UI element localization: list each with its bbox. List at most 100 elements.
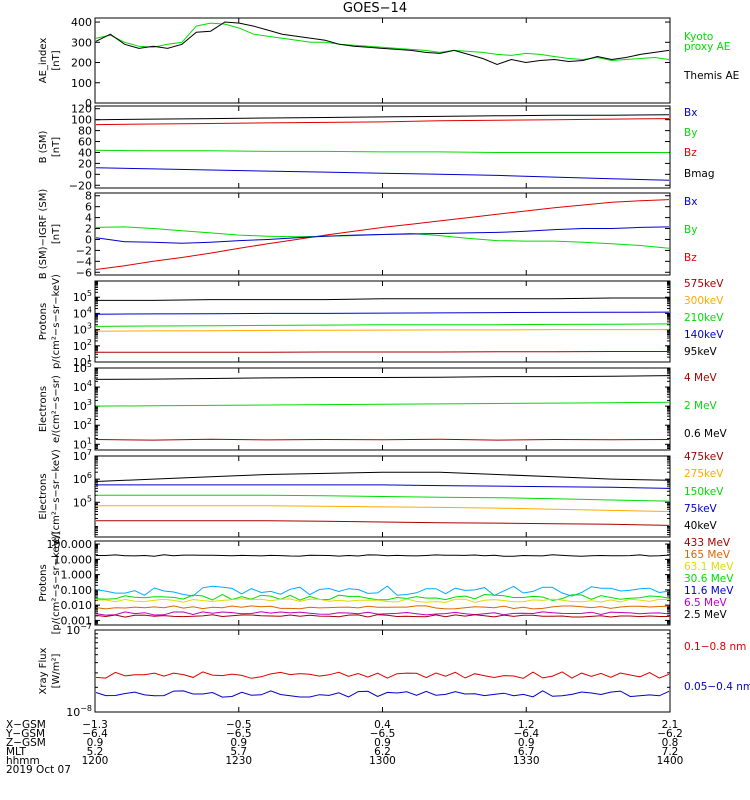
series-line [95, 605, 670, 610]
y-tick-label: 105 [73, 360, 92, 375]
table-cell: −6.5 [226, 728, 252, 740]
series-line [95, 401, 670, 407]
y-tick-label: 0 [85, 233, 92, 246]
y-axis-label: Electrons [38, 386, 49, 432]
table-row-label: MLT [6, 746, 26, 758]
y-tick-label: 0.100 [61, 584, 93, 597]
y-axis-label: B (SM)−IGRF (SM) [38, 189, 49, 280]
series-line [95, 690, 670, 698]
table-row-label: 2019 Oct 07 [6, 764, 71, 776]
y-tick-label: 0 [85, 168, 92, 181]
y-axis-label: [nT] [51, 224, 62, 244]
legend-entry: 11.6 MeV [684, 585, 734, 597]
y-tick-label: 0.010 [61, 599, 93, 612]
y-tick-label: 400 [71, 16, 92, 29]
y-tick-label: 104 [73, 379, 92, 394]
panel-frame [94, 280, 671, 363]
y-tick-label: −2 [76, 244, 92, 257]
y-tick-label: 104 [73, 305, 92, 320]
y-tick-label: −6 [76, 266, 92, 279]
table-cell: 1330 [513, 755, 540, 767]
legend-entry: 2 MeV [684, 400, 718, 412]
legend-entry: By [684, 127, 697, 139]
table-cell: 0.9 [518, 737, 535, 749]
y-tick-label: 100.000 [47, 538, 93, 551]
series-line [95, 226, 670, 244]
y-tick-label: 6 [85, 201, 92, 214]
legend-entry: 6.5 MeV [684, 597, 728, 609]
series-line [96, 598, 670, 603]
series-line [96, 494, 670, 502]
y-tick-label: 4 [85, 212, 92, 225]
y-tick-label: 10.000 [54, 553, 93, 566]
series-line [95, 593, 670, 602]
table-row-label: hhmm [6, 755, 40, 767]
legend-entry: Bmag [684, 168, 715, 180]
table-row-label: X−GSM [6, 719, 46, 731]
y-tick-label: 40 [78, 146, 92, 159]
y-tick-label: −4 [76, 255, 92, 268]
y-axis-label: Protons [38, 564, 49, 601]
table-cell: −6.4 [514, 728, 540, 740]
series-line [96, 484, 670, 489]
legend-entry: Bz [684, 252, 697, 264]
y-axis-label: B (SM) [38, 130, 49, 163]
legend-entry: 95keV [684, 346, 718, 358]
table-row-label: Y−GSM [5, 728, 45, 740]
series-line [95, 311, 670, 315]
series-line [95, 118, 670, 126]
y-tick-label: 103 [73, 398, 92, 413]
y-axis-label: Protons [38, 303, 49, 340]
legend-entry: 275keV [684, 468, 724, 480]
table-cell: 5.2 [87, 746, 104, 758]
y-axis-label: [W/m²] [51, 653, 62, 688]
y-axis-label: Xray Flux [38, 647, 49, 694]
y-tick-label: 102 [73, 417, 92, 432]
table-cell: 1300 [369, 755, 396, 767]
y-tick-label: 105 [73, 494, 92, 509]
legend-entry: 475keV [684, 451, 724, 463]
y-tick-label: 106 [73, 471, 92, 486]
panel-frame [94, 105, 671, 189]
legend-entry: 4 MeV [684, 372, 718, 384]
y-tick-label: 105 [73, 289, 92, 304]
y-axis-label: e/(cm²−s−sr) [51, 375, 62, 443]
table-cell: 0.9 [87, 737, 104, 749]
table-cell: 5.7 [230, 746, 247, 758]
y-axis-label: e/(cm²−s−sr−keV) [51, 449, 62, 544]
legend-entry: Themis AE [683, 70, 739, 82]
y-tick-label: 200 [71, 57, 92, 70]
legend-entry: By [684, 224, 697, 236]
y-tick-label: 10−8 [66, 704, 92, 719]
y-tick-label: 300 [71, 36, 92, 49]
y-tick-label: 60 [78, 136, 92, 149]
series-line [95, 471, 670, 482]
series-line [95, 149, 669, 153]
table-cell: −1.3 [82, 719, 108, 731]
series-line [95, 226, 670, 249]
y-tick-label: 8 [85, 190, 92, 203]
y-tick-label: 103 [73, 322, 92, 337]
series-line [95, 329, 669, 332]
chart-title: GOES−14 [342, 1, 408, 16]
series-line [96, 554, 670, 557]
legend-entry: Bx [684, 107, 697, 119]
y-tick-label: 10−7 [66, 622, 92, 637]
y-tick-label: 100 [71, 77, 92, 90]
table-cell: 0.9 [374, 737, 391, 749]
series-line [95, 614, 669, 618]
legend-entry: 210keV [684, 312, 724, 324]
y-tick-label: 100 [71, 114, 92, 127]
legend-entry: 75keV [684, 503, 718, 515]
legend-entry: 300keV [684, 295, 724, 307]
table-cell: 6.7 [518, 746, 535, 758]
legend-entry: 0.05−0.4 nm [684, 681, 750, 693]
series-line [96, 297, 669, 301]
y-axis-label: AE_index [38, 38, 49, 84]
y-tick-label: 107 [73, 448, 92, 463]
y-tick-label: 0 [85, 97, 92, 110]
y-tick-label: 2 [85, 223, 92, 236]
legend-entry: Bz [684, 147, 697, 159]
series-line [95, 671, 670, 679]
